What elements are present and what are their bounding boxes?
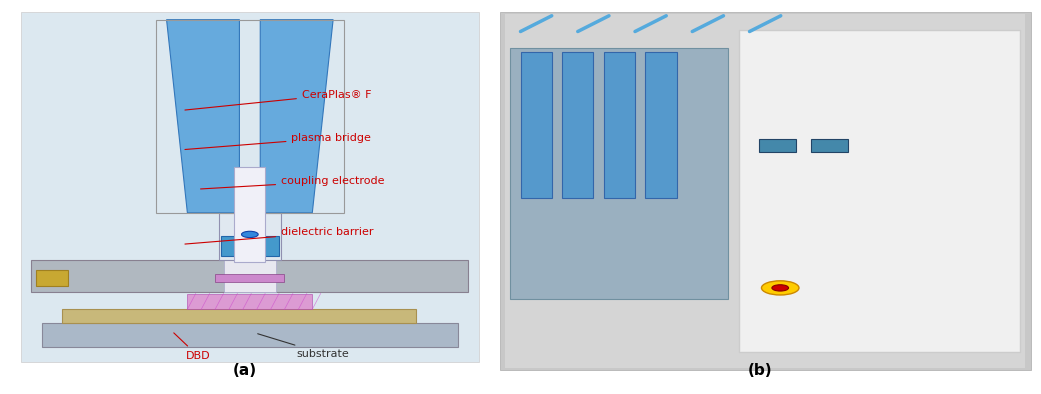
FancyBboxPatch shape (645, 52, 677, 198)
FancyBboxPatch shape (221, 236, 279, 256)
Polygon shape (167, 20, 239, 213)
Text: coupling electrode: coupling electrode (201, 176, 384, 189)
Text: DBD: DBD (174, 333, 210, 361)
Circle shape (242, 231, 258, 238)
Text: dielectric barrier: dielectric barrier (185, 227, 374, 244)
FancyBboxPatch shape (562, 52, 593, 198)
FancyBboxPatch shape (739, 30, 1020, 352)
Text: (b): (b) (747, 363, 772, 378)
Text: plasma bridge: plasma bridge (185, 133, 372, 149)
FancyBboxPatch shape (760, 139, 796, 152)
FancyBboxPatch shape (219, 213, 281, 260)
FancyBboxPatch shape (812, 139, 848, 152)
FancyBboxPatch shape (500, 12, 1031, 370)
FancyBboxPatch shape (215, 274, 284, 282)
FancyBboxPatch shape (36, 270, 68, 286)
FancyBboxPatch shape (31, 260, 468, 292)
FancyBboxPatch shape (21, 12, 479, 362)
FancyBboxPatch shape (520, 52, 552, 198)
Text: CeraPlas® F: CeraPlas® F (185, 89, 372, 110)
Text: substrate: substrate (258, 334, 350, 359)
FancyBboxPatch shape (505, 14, 1025, 368)
FancyBboxPatch shape (234, 167, 265, 262)
Circle shape (762, 281, 799, 295)
FancyBboxPatch shape (224, 260, 276, 292)
Polygon shape (260, 20, 333, 213)
FancyBboxPatch shape (187, 294, 312, 309)
FancyBboxPatch shape (510, 48, 728, 299)
Text: (a): (a) (232, 363, 257, 378)
FancyBboxPatch shape (62, 309, 416, 323)
FancyBboxPatch shape (604, 52, 635, 198)
FancyBboxPatch shape (42, 323, 458, 347)
Circle shape (772, 285, 789, 291)
